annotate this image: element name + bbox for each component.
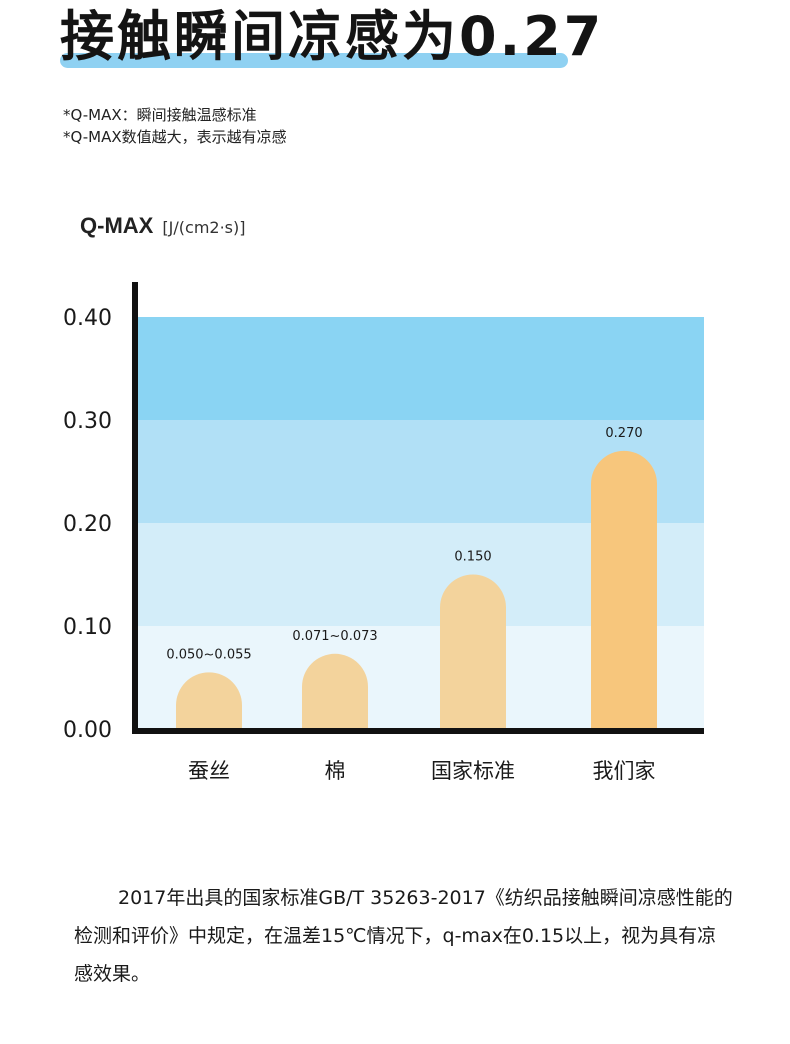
bar-value-label: 0.150 bbox=[454, 550, 491, 565]
qmax-bar-chart: 0.00 0.10 0.20 0.30 0.40 0.050~0.055 蚕丝 0.071~0… bbox=[63, 282, 704, 783]
bar-3 bbox=[591, 450, 657, 729]
bar-1 bbox=[302, 653, 368, 729]
y-axis-unit: [J/(cm2·s)] bbox=[162, 218, 246, 237]
y-axis-line bbox=[132, 282, 138, 734]
bar-value-label: 0.050~0.055 bbox=[166, 647, 251, 662]
bar-0 bbox=[176, 672, 242, 729]
bar-2 bbox=[440, 574, 506, 729]
note-line-1: *Q-MAX：瞬间接触温感标准 bbox=[63, 106, 257, 124]
y-tick-label: 0.40 bbox=[63, 306, 112, 331]
y-tick-label: 0.30 bbox=[63, 409, 112, 434]
bar-value-label: 0.270 bbox=[605, 426, 642, 441]
x-category-label: 国家标准 bbox=[431, 759, 515, 783]
bar-value-label: 0.071~0.073 bbox=[292, 629, 377, 644]
y-tick-label: 0.00 bbox=[63, 718, 112, 743]
x-category-label: 我们家 bbox=[593, 759, 656, 783]
notes-block: *Q-MAX：瞬间接触温感标准 *Q-MAX数值越大，表示越有凉感 bbox=[63, 104, 287, 148]
headline-block: 接触瞬间凉感为0.27 bbox=[60, 2, 604, 72]
x-category-label: 棉 bbox=[325, 759, 346, 783]
note-line-2: *Q-MAX数值越大，表示越有凉感 bbox=[63, 128, 287, 146]
x-category-label: 蚕丝 bbox=[188, 759, 230, 783]
y-axis-title: Q-MAX [J/(cm2·s)] bbox=[80, 213, 245, 239]
x-axis-line bbox=[132, 728, 704, 734]
headline-highlight-bar bbox=[60, 53, 568, 68]
page-title: 接触瞬间凉感为0.27 bbox=[60, 5, 605, 68]
y-tick-label: 0.10 bbox=[63, 615, 112, 640]
band-3 bbox=[138, 317, 704, 420]
y-axis-label: Q-MAX bbox=[80, 213, 154, 238]
y-tick-label: 0.20 bbox=[63, 512, 112, 537]
standard-description: 2017年出具的国家标准GB/T 35263-2017《纺织品接触瞬间凉感性能的… bbox=[74, 887, 733, 985]
